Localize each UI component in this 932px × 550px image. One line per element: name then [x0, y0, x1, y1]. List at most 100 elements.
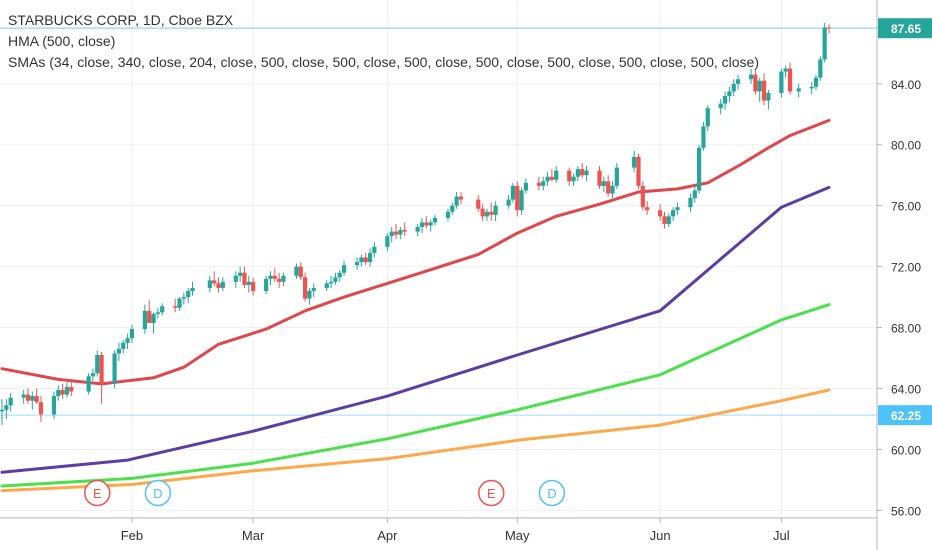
candle-body: [60, 390, 65, 395]
candle: [155, 307, 160, 319]
candle: [584, 166, 589, 182]
candle-body: [636, 156, 641, 186]
price-label: 62.25: [878, 405, 932, 426]
x-tick-label: May: [505, 528, 530, 543]
candle: [428, 219, 433, 232]
candle-body: [454, 196, 459, 206]
y-tick-label: 80.00: [891, 139, 921, 153]
candle: [324, 280, 329, 291]
candle: [385, 233, 390, 252]
candle-body: [580, 169, 585, 176]
candle: [606, 175, 611, 197]
candle: [640, 181, 645, 211]
candle: [662, 211, 667, 229]
moving-average-line-3: [0, 303, 831, 488]
candle: [272, 268, 277, 282]
candle: [60, 383, 65, 400]
candle-body: [294, 266, 299, 276]
candle-body: [69, 386, 74, 392]
y-tick-label: 64.00: [891, 383, 921, 397]
candle-body: [160, 306, 165, 313]
candle-body: [216, 283, 221, 288]
candle-body: [181, 297, 186, 299]
candle: [4, 399, 9, 419]
x-tick-label: Feb: [121, 528, 143, 543]
candle-body: [25, 394, 31, 401]
candle: [597, 166, 602, 189]
candle: [333, 272, 338, 285]
candle-body: [34, 396, 39, 403]
candle-body: [173, 306, 178, 308]
candle: [173, 298, 178, 313]
candle-body: [748, 74, 754, 80]
candle-body: [298, 266, 303, 278]
candle-body: [757, 80, 762, 92]
candle-body: [207, 280, 212, 288]
candle-body: [787, 68, 793, 92]
candle: [86, 373, 91, 395]
candle: [536, 176, 542, 191]
candle: [450, 202, 455, 215]
event-marker[interactable]: D: [144, 479, 172, 507]
moving-average-line-2: [0, 185, 831, 474]
candle: [30, 391, 35, 410]
candle-body: [493, 205, 498, 215]
candle-body: [727, 91, 732, 96]
candle-body: [666, 216, 671, 224]
candle: [216, 277, 221, 293]
candle-body: [389, 231, 394, 237]
candle-body: [796, 88, 801, 92]
candle: [718, 99, 723, 115]
candle: [809, 82, 814, 95]
candle-body: [359, 257, 364, 263]
y-tick-label: 72.00: [891, 261, 921, 275]
y-tick-label: 56.00: [891, 504, 921, 518]
candle: [671, 207, 676, 221]
candle: [341, 260, 347, 276]
candle-body: [337, 272, 342, 278]
candle: [510, 182, 516, 203]
candle: [298, 262, 303, 281]
candle-body: [95, 354, 100, 374]
candle: [181, 292, 186, 305]
candle-body: [264, 278, 269, 291]
candle-body: [415, 227, 420, 232]
candle-body: [233, 275, 238, 282]
candle: [614, 163, 619, 189]
candle: [692, 185, 697, 203]
candle-body: [424, 222, 429, 226]
candle: [142, 304, 147, 334]
candle-body: [142, 310, 147, 330]
event-marker-circle: [144, 479, 172, 507]
price-label-box: [878, 18, 932, 39]
candle-body: [242, 272, 247, 285]
candle: [112, 350, 117, 389]
event-marker[interactable]: D: [538, 479, 566, 507]
candle-body: [341, 265, 347, 273]
candle-body: [697, 147, 702, 191]
candle-body: [116, 348, 122, 354]
candle-body: [90, 373, 96, 377]
x-tick-label: Jun: [650, 528, 671, 543]
candle-body: [155, 312, 160, 314]
candle: [476, 195, 481, 212]
candle: [190, 281, 195, 296]
candle-body: [393, 231, 399, 235]
candle-body: [428, 222, 433, 226]
candle: [372, 242, 377, 258]
candle: [51, 391, 57, 419]
candle: [277, 272, 282, 288]
x-tick-label: Jul: [773, 528, 790, 543]
candle-body: [584, 170, 589, 176]
candle: [545, 172, 550, 186]
event-marker[interactable]: E: [84, 479, 111, 507]
candle-body: [606, 181, 611, 194]
candle-body: [476, 199, 481, 209]
candle-body: [597, 170, 602, 186]
candle-body: [575, 169, 580, 177]
event-marker[interactable]: E: [478, 479, 505, 507]
candle-body: [545, 176, 550, 182]
candle: [0, 399, 5, 426]
